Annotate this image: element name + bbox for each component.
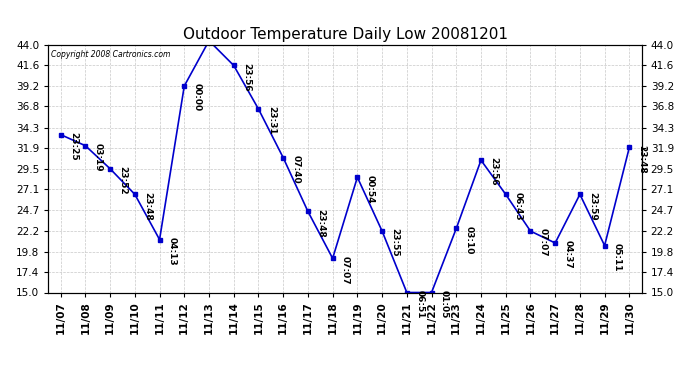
Text: 07:07: 07:07 xyxy=(539,228,548,257)
Text: 23:55: 23:55 xyxy=(391,228,400,257)
Text: 03:10: 03:10 xyxy=(464,226,473,254)
Text: 23:56: 23:56 xyxy=(242,63,251,92)
Text: 23:59: 23:59 xyxy=(588,192,598,220)
Text: 00:00: 00:00 xyxy=(193,83,201,111)
Text: 23:25: 23:25 xyxy=(69,132,78,160)
Text: 01:05: 01:05 xyxy=(440,290,449,318)
Text: 23:48: 23:48 xyxy=(143,192,152,220)
Text: 04:13: 04:13 xyxy=(168,237,177,266)
Text: 23:48: 23:48 xyxy=(638,145,647,173)
Text: 23:31: 23:31 xyxy=(267,106,276,135)
Text: 03:19: 03:19 xyxy=(94,143,103,171)
Text: 23:48: 23:48 xyxy=(316,209,325,237)
Text: 06:51: 06:51 xyxy=(415,290,424,318)
Title: Outdoor Temperature Daily Low 20081201: Outdoor Temperature Daily Low 20081201 xyxy=(182,27,508,42)
Text: 06:43: 06:43 xyxy=(514,192,523,220)
Text: Copyright 2008 Cartronics.com: Copyright 2008 Cartronics.com xyxy=(51,50,170,59)
Text: 04:37: 04:37 xyxy=(564,240,573,269)
Text: 07:40: 07:40 xyxy=(291,155,301,183)
Text: 07:13: 07:13 xyxy=(0,374,1,375)
Text: 23:56: 23:56 xyxy=(489,158,498,186)
Text: 07:07: 07:07 xyxy=(341,256,350,284)
Text: 00:54: 00:54 xyxy=(366,174,375,203)
Text: 23:52: 23:52 xyxy=(119,166,128,195)
Text: 05:11: 05:11 xyxy=(613,243,622,271)
